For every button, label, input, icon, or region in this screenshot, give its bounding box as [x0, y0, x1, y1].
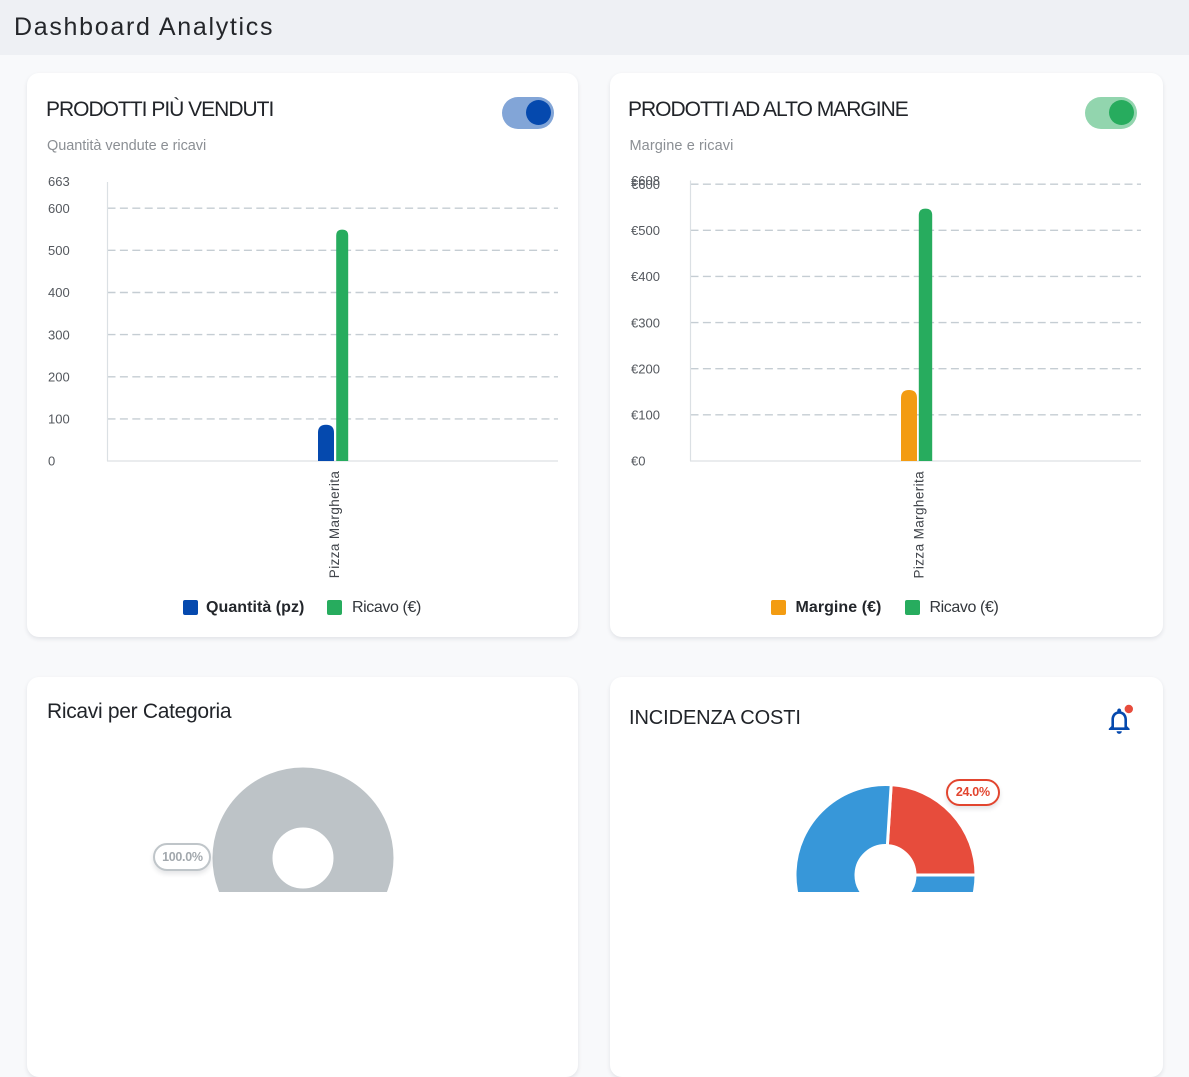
svg-text:€0: €0: [631, 454, 645, 469]
svg-text:663: 663: [48, 174, 70, 189]
svg-text:€100: €100: [631, 408, 660, 423]
svg-text:Pizza Margherita: Pizza Margherita: [912, 471, 927, 579]
svg-text:300: 300: [48, 327, 70, 342]
svg-text:€600: €600: [631, 177, 660, 192]
svg-text:200: 200: [48, 370, 70, 385]
svg-text:€500: €500: [631, 223, 660, 238]
svg-text:100: 100: [48, 412, 70, 427]
svg-text:400: 400: [48, 285, 70, 300]
svg-text:Pizza Margherita: Pizza Margherita: [327, 471, 342, 579]
svg-text:0: 0: [48, 454, 55, 469]
svg-text:500: 500: [48, 243, 70, 258]
svg-text:€608: €608: [631, 173, 660, 188]
svg-text:€300: €300: [631, 315, 660, 330]
svg-text:600: 600: [48, 201, 70, 216]
svg-text:€200: €200: [631, 361, 660, 376]
svg-text:€400: €400: [631, 269, 660, 284]
